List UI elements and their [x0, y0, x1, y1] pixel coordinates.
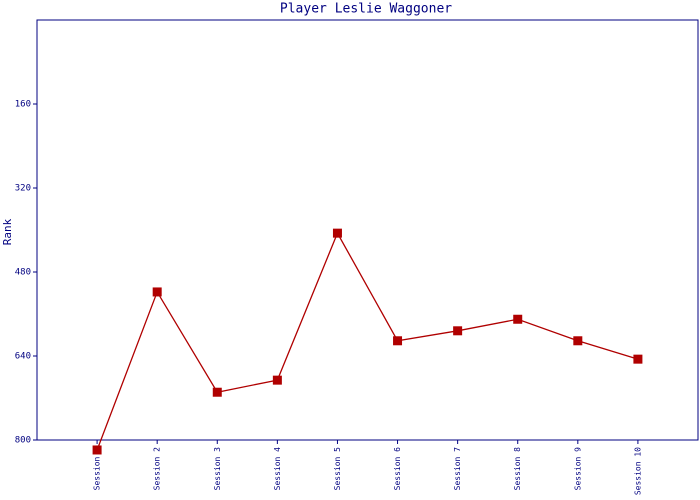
marker [453, 326, 463, 336]
y-tick-label: 800 [15, 436, 31, 446]
x-tick-label: Session 4 [273, 447, 282, 491]
y-tick-label: 640 [15, 352, 31, 362]
x-tick-label: Session 6 [393, 447, 402, 491]
marker [633, 354, 643, 364]
marker [332, 228, 342, 238]
chart-title: Player Leslie Waggoner [280, 2, 452, 17]
marker [152, 287, 162, 297]
x-tick-label: Session 10 [633, 447, 642, 495]
y-tick-label: 320 [15, 184, 31, 194]
x-tick-label: Session 8 [513, 447, 522, 491]
y-axis-label: Rank [1, 218, 14, 245]
x-tick-label: Session 1 [93, 447, 102, 491]
x-tick-label: Session 2 [153, 447, 162, 491]
x-tick-label: Session 3 [213, 447, 222, 491]
x-tick-label: Session 5 [333, 447, 342, 491]
marker [212, 387, 222, 397]
marker [573, 336, 583, 346]
marker [272, 375, 282, 385]
plot-frame [36, 19, 699, 441]
x-tick-label: Session 9 [573, 447, 582, 491]
y-tick-label: 160 [15, 100, 31, 110]
y-tick-label: 480 [15, 268, 31, 278]
marker [92, 445, 102, 455]
marker [513, 314, 523, 324]
line [96, 231, 639, 451]
marker [393, 336, 403, 346]
x-tick-label: Session 7 [453, 447, 462, 491]
